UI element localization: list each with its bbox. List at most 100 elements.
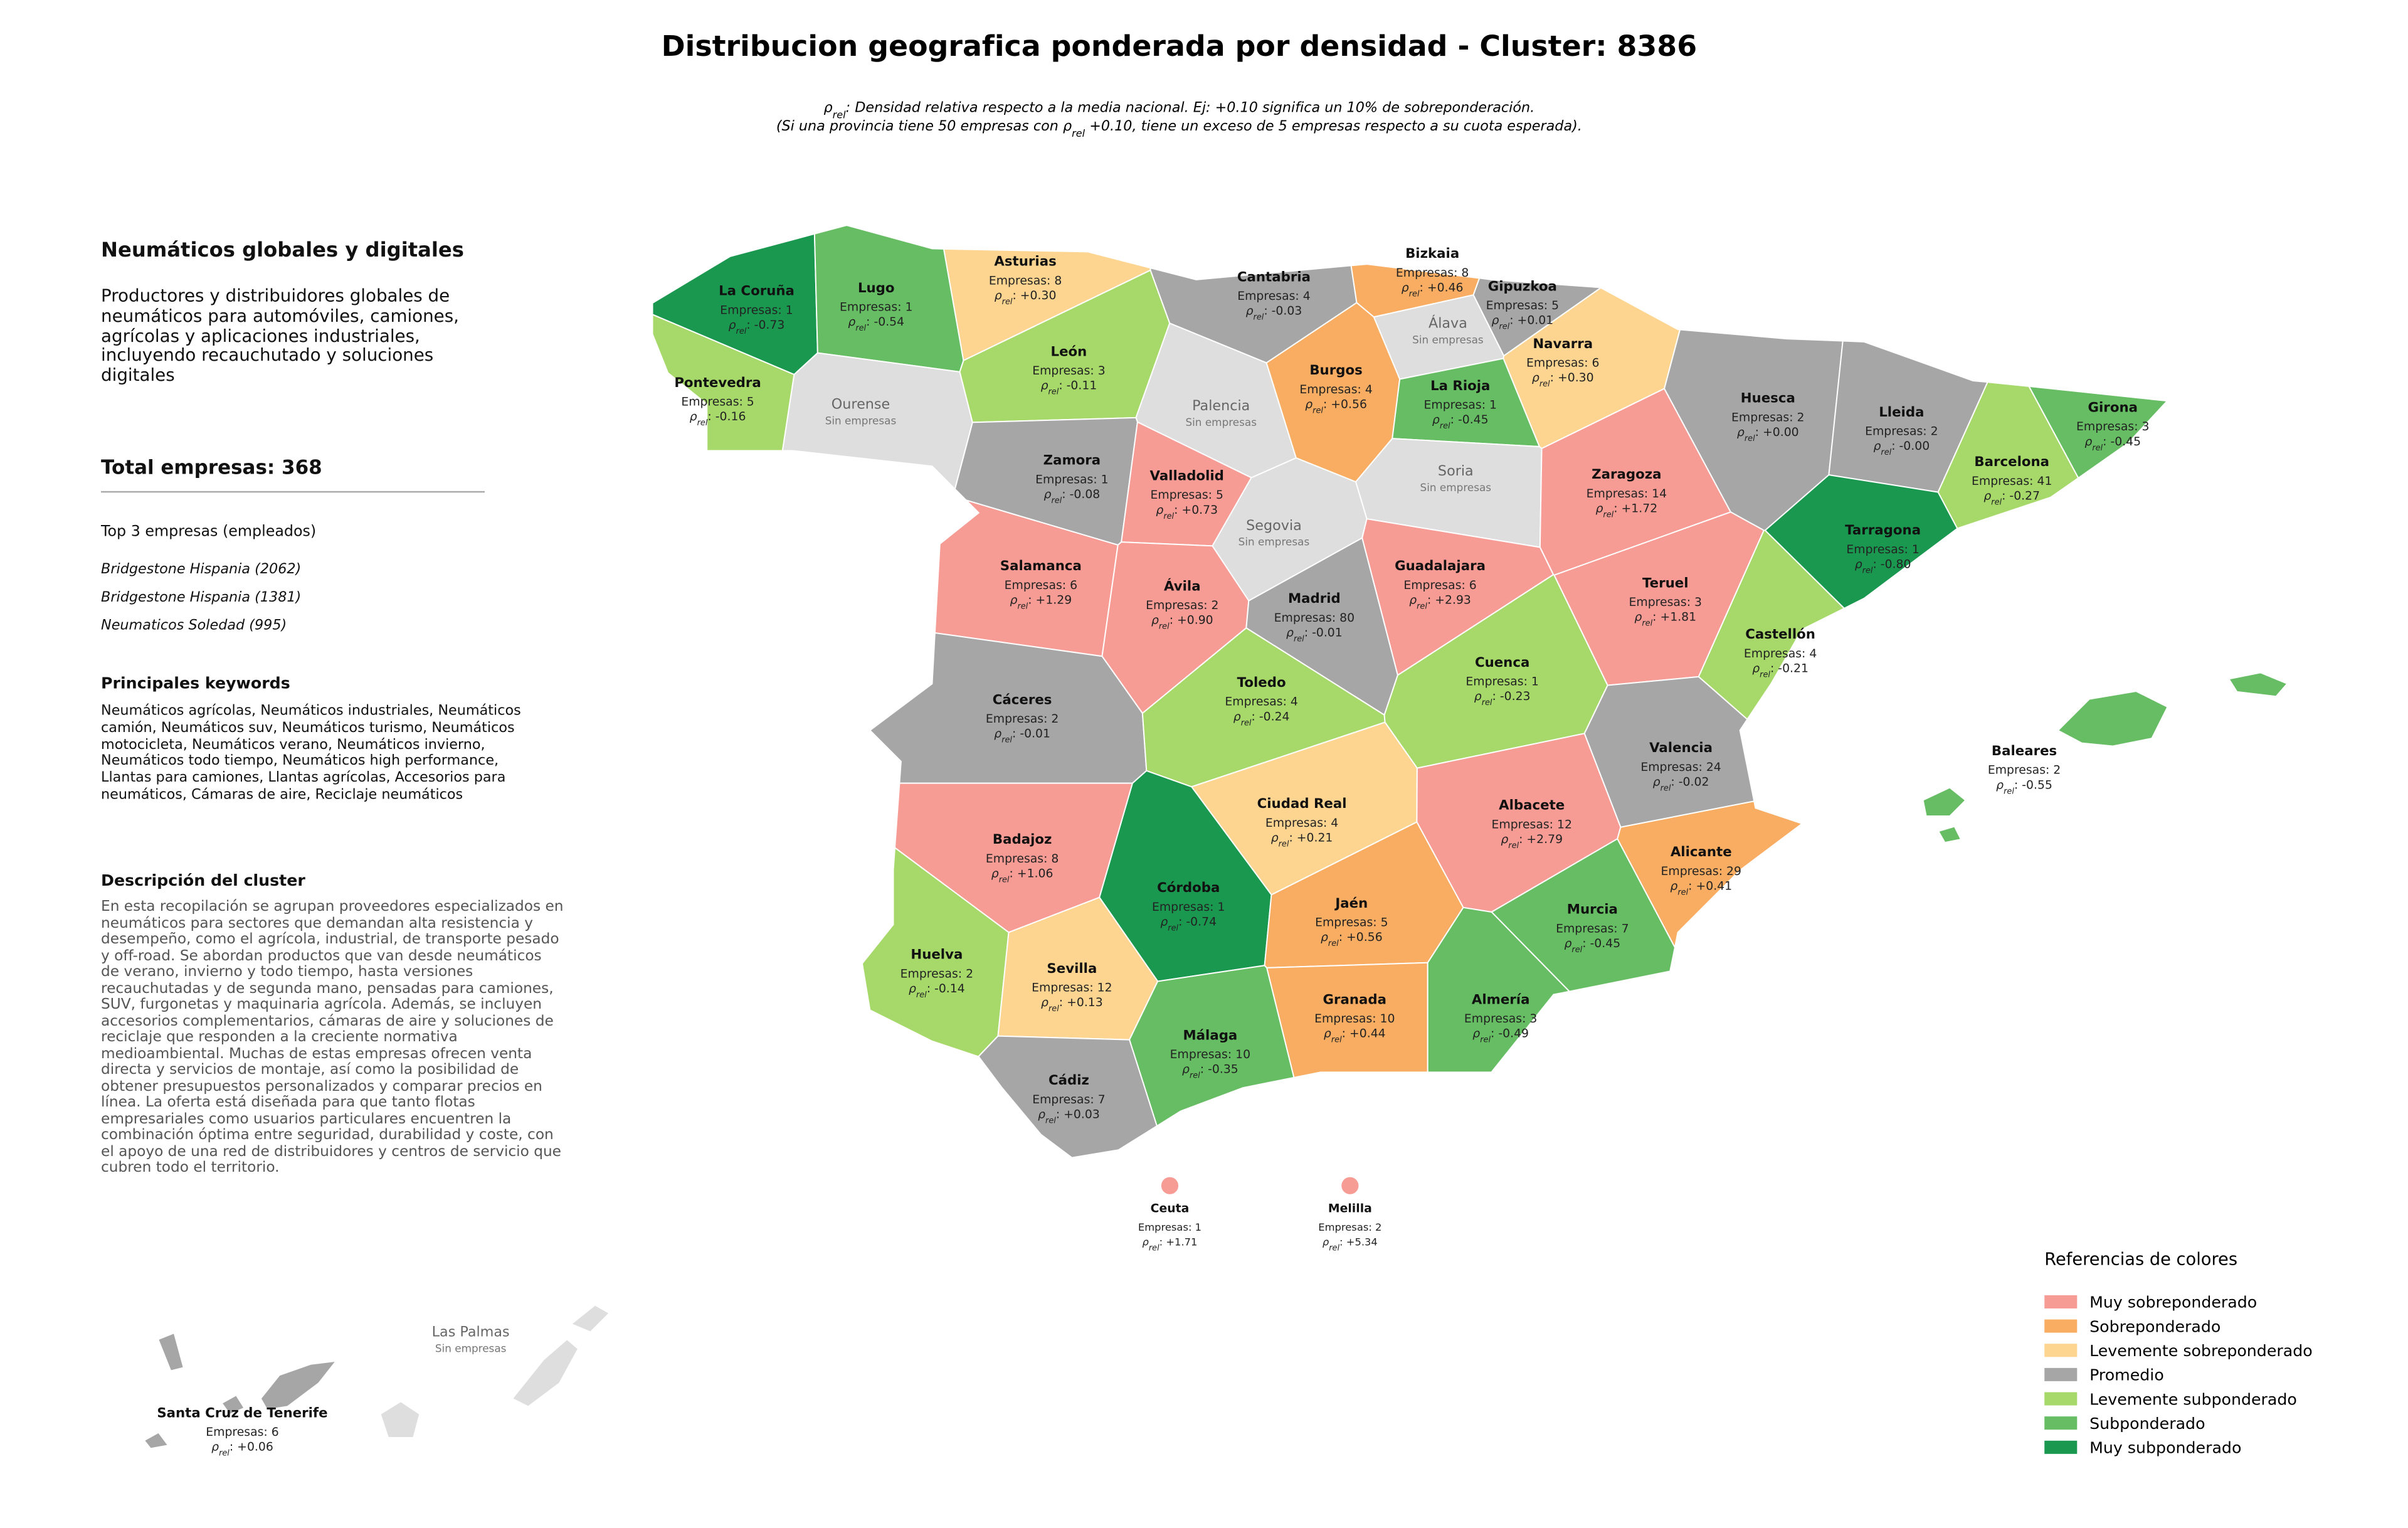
province: [1129, 965, 1295, 1127]
province-name: Santa Cruz de Tenerife: [157, 1405, 327, 1421]
province-rho: ρrel: +0.90: [1151, 614, 1213, 632]
rho-symbol: ρ: [1321, 931, 1328, 944]
rho-value: : +0.30: [1012, 289, 1056, 302]
province-rho: ρrel: +2.79: [1501, 833, 1563, 851]
island: [157, 1332, 184, 1371]
province-rho: ρrel: -0.55: [1996, 778, 2052, 796]
province-rho: ρrel: +0.30: [1532, 371, 1594, 389]
rho-subscript: rel: [1017, 602, 1028, 611]
rho-subscript: rel: [1294, 634, 1304, 644]
province-rho: ρrel: +2.93: [1409, 593, 1471, 611]
enclave: [1341, 1177, 1359, 1194]
rho-symbol: ρ: [690, 410, 697, 423]
rho-value: : +0.03: [1056, 1108, 1100, 1121]
province-count: Empresas: 6: [1403, 579, 1476, 592]
rho-value: : +0.46: [1420, 282, 1464, 295]
rho-subscript: rel: [1677, 888, 1688, 897]
rho-symbol: ρ: [1595, 502, 1603, 515]
island: [380, 1401, 420, 1438]
rho-subscript: rel: [1328, 939, 1339, 948]
rho-symbol: ρ: [1151, 614, 1159, 627]
legend-label: Subponderado: [2089, 1414, 2205, 1433]
province-name: Salamanca: [1000, 558, 1082, 574]
legend-label: Levemente sobreponderado: [2089, 1342, 2313, 1360]
province-count: Empresas: 1: [720, 304, 793, 317]
province-count: Empresas: 3: [1464, 1012, 1537, 1026]
province-count: Empresas: 5: [1486, 299, 1559, 312]
rho-symbol: ρ: [1044, 488, 1052, 501]
cluster-heading: Descripción del cluster: [101, 873, 305, 891]
rho-value: : +1.29: [1028, 593, 1072, 607]
legend-swatch: [2044, 1440, 2078, 1454]
rho-symbol: ρ: [991, 867, 999, 880]
rho-symbol: ρ: [1474, 690, 1482, 703]
rho-symbol: ρ: [1160, 915, 1168, 928]
province-name: Jaén: [1334, 896, 1368, 911]
rho-value: : -0.14: [927, 982, 965, 995]
rho-subscript: rel: [1603, 510, 1613, 519]
province-rho: ρrel: +0.21: [1271, 832, 1333, 849]
province-name: Barcelona: [1974, 454, 2049, 470]
province-name: Segovia: [1246, 517, 1302, 534]
legend-swatch: [2044, 1392, 2078, 1406]
province-count: Empresas: 8: [986, 852, 1059, 866]
panel-title: Neumáticos globales y digitales: [101, 239, 464, 263]
province-name: La Rioja: [1430, 378, 1490, 394]
province-name: Burgos: [1309, 363, 1362, 378]
rho-subscript: rel: [1163, 511, 1174, 521]
subscript: rel: [1072, 127, 1085, 139]
province: [977, 1035, 1158, 1159]
province-rho: ρrel: +0.03: [1038, 1108, 1100, 1125]
province-rho: ρrel: +0.56: [1305, 398, 1367, 415]
province-name: Girona: [2088, 400, 2138, 416]
rho-value: : -0.45: [1582, 937, 1620, 950]
rho-symbol: ρ: [1324, 1027, 1331, 1041]
rho-subscript: rel: [1409, 289, 1420, 299]
rho-value: : +1.06: [1010, 867, 1054, 880]
province: [1617, 800, 1803, 950]
rho-symbol: ρ: [1634, 611, 1642, 624]
rho-subscript: rel: [1417, 602, 1427, 611]
enclave: [1161, 1177, 1179, 1194]
rho-subscript: rel: [1254, 312, 1264, 322]
province-count: Empresas: 24: [1640, 761, 1721, 774]
province-name: Cáceres: [993, 692, 1052, 708]
province-count: Empresas: 80: [1274, 612, 1354, 625]
rho-subscript: rel: [1881, 448, 1891, 457]
province-rho: ρrel: -0.45: [2084, 435, 2141, 453]
rho-value: : -0.74: [1178, 915, 1217, 928]
rho-subscript: rel: [1159, 622, 1170, 631]
province-name: Almería: [1472, 992, 1530, 1007]
legend-swatch: [2044, 1344, 2078, 1357]
province-rho: ρrel: +1.72: [1595, 502, 1657, 519]
island: [2057, 691, 2168, 746]
province-rho: ρrel: +0.44: [1324, 1027, 1386, 1045]
rho-subscript: rel: [1991, 497, 2002, 507]
province-rho: ρrel: +0.13: [1041, 996, 1103, 1014]
subscript: rel: [833, 109, 847, 120]
province-name: Albacete: [1499, 798, 1565, 814]
rho-symbol: ρ: [1305, 398, 1312, 411]
rho-symbol: ρ: [1855, 558, 1862, 571]
province-rho: ρrel: -0.16: [690, 410, 746, 428]
island: [571, 1305, 610, 1332]
province-name: Alicante: [1671, 844, 1732, 860]
province-name: Álava: [1428, 314, 1467, 332]
island: [1923, 787, 1966, 817]
province-count: Empresas: 8: [1396, 267, 1469, 280]
rho-value: : -0.24: [1252, 710, 1290, 723]
rho-value: : +0.41: [1688, 879, 1732, 893]
rho-symbol: ρ: [1564, 937, 1571, 950]
province-rho: ρrel: +0.73: [1156, 504, 1218, 521]
rho-value: : +2.93: [1427, 593, 1471, 607]
province-name: Valencia: [1649, 740, 1713, 756]
province-rho: ρrel: +1.06: [991, 867, 1054, 884]
province-count: Empresas: 12: [1032, 982, 1112, 995]
rho-subscript: rel: [1440, 422, 1450, 431]
legend-label: Levemente subponderado: [2089, 1390, 2297, 1408]
province-name: Lugo: [858, 280, 895, 296]
province-count: Empresas: 5: [1150, 489, 1223, 502]
island: [1938, 826, 1962, 843]
province-count: Empresas: 10: [1170, 1048, 1250, 1061]
